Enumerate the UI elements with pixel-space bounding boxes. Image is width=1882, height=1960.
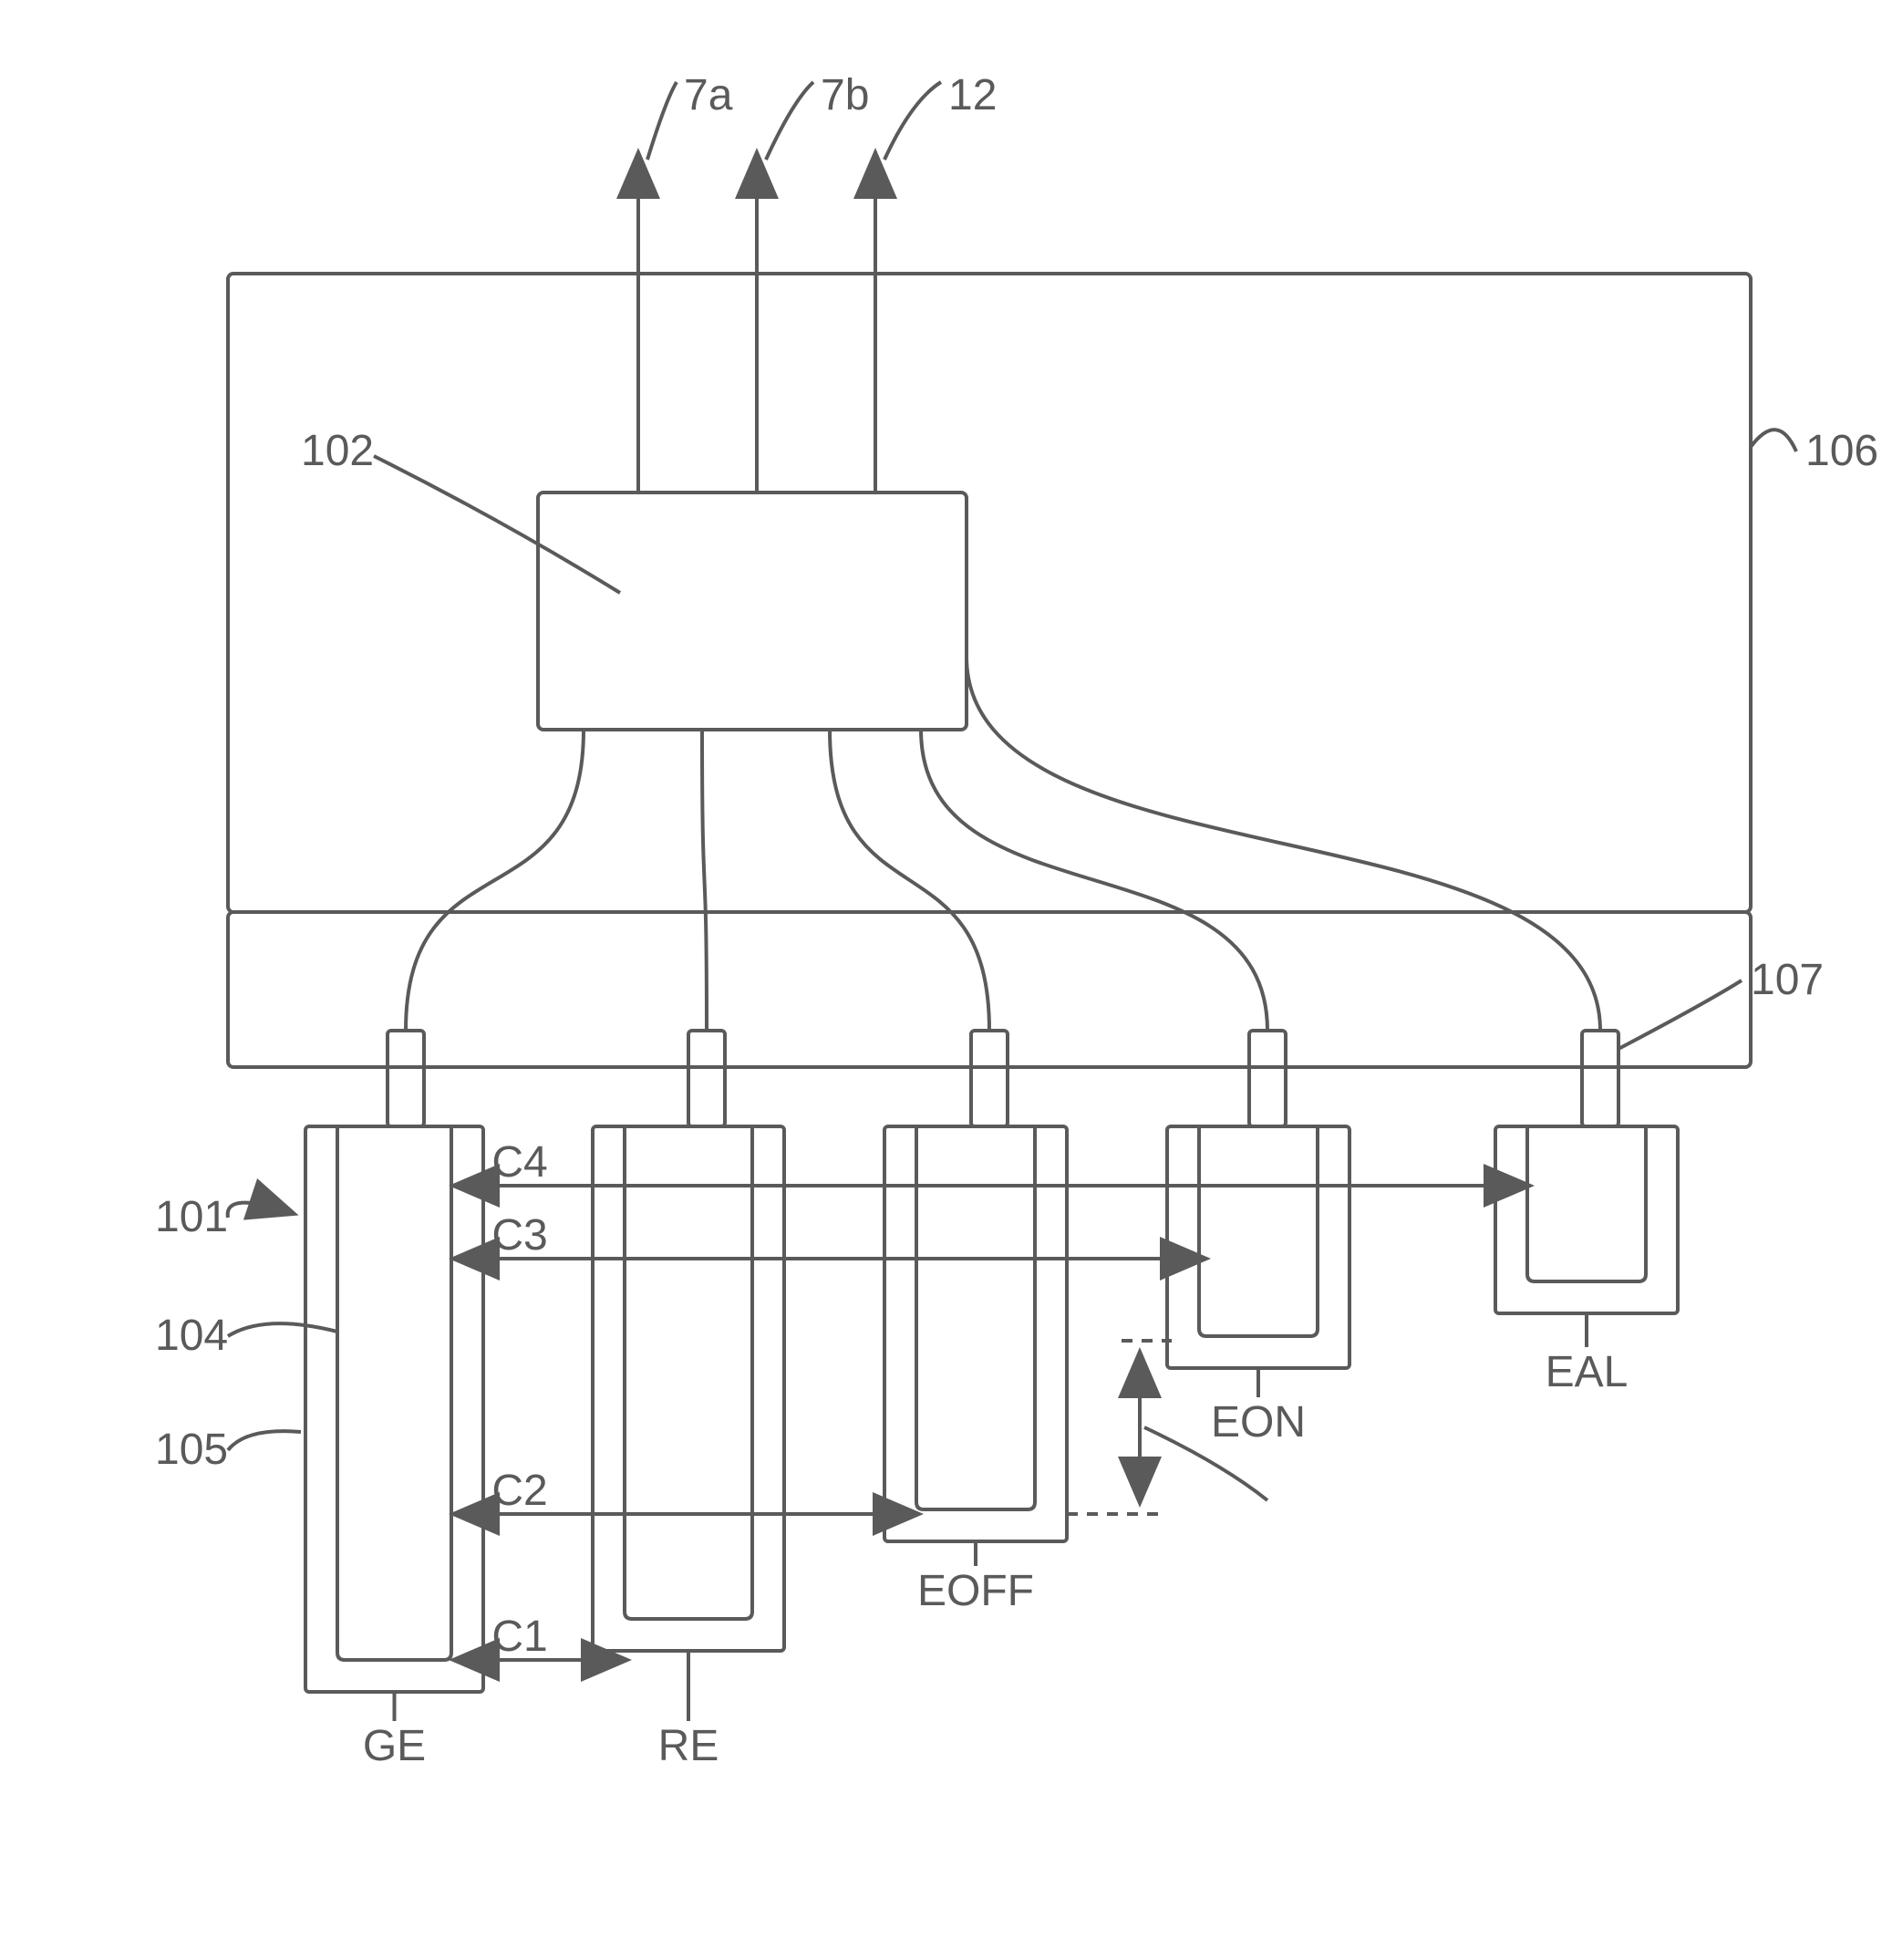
electrode-GE-outer — [305, 1126, 483, 1692]
ref-leader-104 — [228, 1323, 337, 1336]
electrode-label-GE: GE — [363, 1722, 426, 1770]
label-102: 102 — [301, 427, 374, 475]
electrode-label-EOFF: EOFF — [917, 1567, 1034, 1615]
electrode-RE-inner — [625, 1126, 752, 1619]
electrode-EOFF-outer — [884, 1126, 1067, 1541]
electrode-EON-inner — [1199, 1126, 1318, 1336]
wire-1 — [406, 730, 584, 1031]
electrode-EAL-inner — [1527, 1126, 1646, 1281]
wire-4 — [921, 730, 1267, 1031]
mid-band — [228, 912, 1751, 1067]
ref-label-105: 105 — [155, 1426, 228, 1474]
electrode-EON-outer — [1167, 1126, 1349, 1368]
ref-leader-105 — [228, 1431, 301, 1450]
connector-3 — [971, 1031, 1008, 1126]
label-106: 106 — [1805, 427, 1878, 475]
ref-leader-101 — [228, 1203, 292, 1218]
outer-box — [228, 274, 1751, 912]
processor-box — [538, 493, 967, 730]
marker-label-C2: C2 — [491, 1467, 547, 1515]
marker-label-C1: C1 — [491, 1613, 547, 1661]
connector-2 — [688, 1031, 725, 1126]
electrode-GE-inner — [337, 1126, 451, 1660]
electrode-label-EON: EON — [1211, 1398, 1306, 1447]
electrode-RE-outer — [593, 1126, 784, 1651]
wire-3 — [830, 730, 989, 1031]
connector-5 — [1582, 1031, 1618, 1126]
electrode-EAL-outer — [1495, 1126, 1678, 1313]
marker-label-C4: C4 — [491, 1138, 547, 1187]
wire-5 — [967, 657, 1600, 1031]
label-107: 107 — [1751, 956, 1824, 1004]
electrode-label-RE: RE — [658, 1722, 719, 1770]
output-label-7a: 7a — [684, 71, 733, 119]
output-label-12: 12 — [948, 71, 997, 119]
electrode-label-EAL: EAL — [1546, 1348, 1629, 1396]
ref-label-104: 104 — [155, 1312, 228, 1360]
output-label-7b: 7b — [821, 71, 869, 119]
wire-2 — [702, 730, 707, 1031]
connector-4 — [1249, 1031, 1286, 1126]
marker-label-C3: C3 — [491, 1211, 547, 1260]
connector-1 — [388, 1031, 424, 1126]
ref-label-101: 101 — [155, 1193, 228, 1241]
